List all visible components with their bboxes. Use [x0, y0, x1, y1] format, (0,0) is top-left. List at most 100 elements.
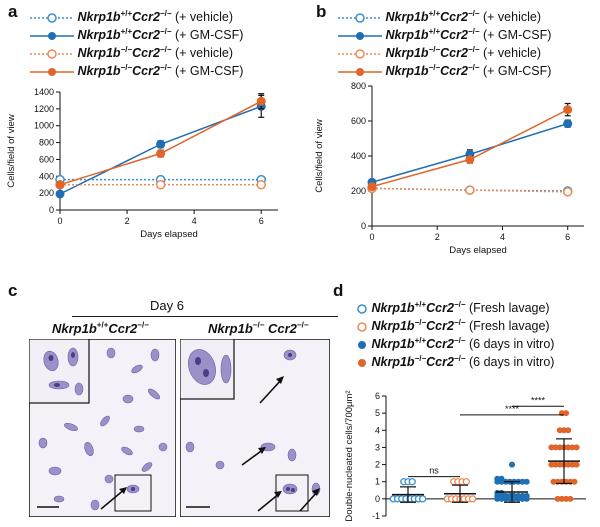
- data-point: [523, 478, 530, 485]
- y-tick-label: 3: [375, 442, 380, 452]
- data-point: [563, 119, 573, 129]
- data-point: [561, 427, 567, 434]
- legend-filled-circle-blue-icon: [358, 340, 366, 349]
- y-tick-label: 600: [39, 154, 54, 164]
- y-tick-label: 200: [351, 186, 366, 196]
- arrow-icon: [100, 488, 126, 510]
- data-point: [556, 427, 563, 434]
- series-line: [371, 108, 569, 188]
- data-point: [563, 105, 573, 115]
- data-point: [554, 495, 561, 502]
- data-point: [468, 495, 477, 503]
- data-point: [156, 139, 166, 149]
- x-tick-label: 4: [500, 232, 505, 242]
- legend-solid-filled-blue-icon: [338, 31, 382, 40]
- x-tick-label: 0: [57, 216, 62, 226]
- cell-cluster: [38, 347, 168, 511]
- arrow-icon: [257, 492, 281, 512]
- y-tick-label: 800: [39, 138, 54, 148]
- y-tick-label: 400: [351, 151, 366, 161]
- data-point: [155, 179, 166, 190]
- legend-a-item: Nkrp1b−/−Ccr2−/− (+ vehicle): [30, 45, 243, 64]
- data-point: [408, 478, 416, 486]
- y-tick-label: 2: [375, 460, 380, 470]
- data-point: [55, 180, 65, 190]
- x-tick-label: 4: [192, 216, 197, 226]
- data-point: [558, 495, 565, 502]
- legend-d-item: Nkrp1b+/+Ccr2−/− (Fresh lavage): [356, 300, 554, 319]
- x-tick-label: 0: [369, 232, 374, 242]
- y-tick-label: 6: [375, 391, 380, 401]
- y-tick-label: 0: [375, 494, 380, 504]
- arrow-icon: [299, 490, 319, 512]
- y-axis-label: Double-nucleated cells/700μm²: [344, 390, 355, 521]
- legend-dotted-open-blue-icon: [338, 12, 382, 23]
- y-tick-label: 5: [375, 408, 380, 418]
- significance-label: ****: [531, 395, 546, 405]
- data-point: [156, 149, 166, 159]
- legend-b-item: Nkrp1b+/+Ccr2−/− (+ GM-CSF): [338, 27, 551, 46]
- legend-a: Nkrp1b+/+Ccr2−/− (+ vehicle) Nkrp1b+/+Cc…: [30, 9, 243, 82]
- y-tick-label: 400: [39, 171, 54, 181]
- x-axis-label: Days elapsed: [140, 229, 198, 240]
- data-point: [556, 444, 563, 451]
- image-title-left: Nkrp1b+/+Ccr2−/−: [52, 320, 149, 336]
- data-point: [563, 495, 570, 502]
- data-point: [519, 492, 526, 499]
- legend-a-item: Nkrp1b+/+Ccr2−/− (+ vehicle): [30, 9, 243, 28]
- legend-solid-filled-orange-icon: [30, 67, 74, 76]
- panel-letter-c: c: [8, 281, 18, 300]
- data-point: [552, 461, 559, 468]
- x-tick-label: 6: [565, 232, 570, 242]
- legend-d: Nkrp1b+/+Ccr2−/− (Fresh lavage) Nkrp1b−/…: [356, 300, 554, 373]
- legend-d-item: Nkrp1b+/+Ccr2−/− (6 days in vitro): [356, 336, 554, 355]
- y-tick-label: 1000: [34, 121, 54, 131]
- chart-a: 0 200 400 600 800 1000 1200 1400 0 2 4 6 Days elapse…: [6, 87, 278, 240]
- y-tick-label: 1: [375, 477, 380, 487]
- data-point: [494, 475, 501, 482]
- significance-label: ns: [429, 466, 439, 476]
- data-point: [573, 461, 580, 468]
- x-tick-label: 2: [125, 216, 130, 226]
- panel-letter-a: a: [8, 2, 18, 21]
- arrow-icon: [241, 448, 265, 466]
- legend-open-circle-blue-icon: [357, 303, 367, 314]
- legend-b-item: Nkrp1b+/+Ccr2−/− (+ vehicle): [338, 9, 551, 28]
- legend-dotted-open-orange-icon: [338, 48, 382, 59]
- data-point: [519, 478, 526, 485]
- x-tick-label: 6: [259, 216, 264, 226]
- y-tick-label: 1200: [34, 104, 54, 114]
- data-point: [573, 444, 580, 451]
- legend-open-circle-orange-icon: [357, 321, 367, 332]
- day-underline: [72, 316, 338, 317]
- data-point: [55, 189, 65, 199]
- legend-a-item: Nkrp1b+/+Ccr2−/− (+ GM-CSF): [30, 27, 243, 46]
- data-point: [256, 96, 266, 106]
- legend-solid-filled-orange-icon: [338, 67, 382, 76]
- arrow-icon: [259, 378, 283, 404]
- data-point: [498, 489, 505, 496]
- data-point: [548, 461, 555, 468]
- data-point: [515, 492, 522, 499]
- x-axis-label: Days elapsed: [449, 245, 507, 256]
- significance-label: ****: [505, 404, 520, 414]
- y-axis-label: Cells/field of view: [6, 114, 17, 188]
- legend-dotted-open-orange-icon: [30, 48, 74, 59]
- data-point: [565, 461, 572, 468]
- day-label: Day 6: [150, 298, 184, 313]
- data-point: [419, 495, 427, 503]
- legend-b-item: Nkrp1b−/−Ccr2−/− (+ GM-CSF): [338, 63, 551, 82]
- data-point: [563, 410, 570, 417]
- legend-dotted-open-blue-icon: [30, 12, 74, 23]
- legend-b-item: Nkrp1b−/−Ccr2−/− (+ vehicle): [338, 45, 551, 64]
- data-point: [552, 444, 559, 451]
- legend-d-item: Nkrp1b−/−Ccr2−/− (Fresh lavage): [356, 318, 554, 337]
- data-point: [367, 182, 377, 192]
- data-point: [509, 461, 515, 468]
- micrograph-left: [29, 339, 176, 517]
- y-tick-label: -1: [372, 511, 380, 521]
- data-point: [565, 427, 572, 434]
- y-tick-label: 200: [39, 188, 54, 198]
- data-point: [498, 475, 505, 482]
- data-point: [571, 478, 578, 485]
